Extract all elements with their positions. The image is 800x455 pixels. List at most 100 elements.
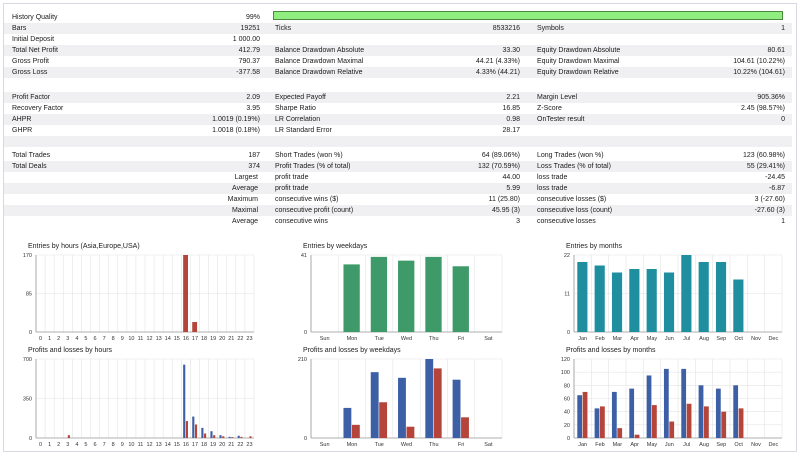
stat-value: 1.0019 (0.19%) <box>212 116 260 123</box>
bar <box>425 359 434 438</box>
bar <box>370 372 379 438</box>
stat-label: Loss Trades (% of total) <box>537 163 611 170</box>
x-tick-label: 23 <box>246 336 252 342</box>
bar <box>343 264 360 332</box>
x-tick-label: Dec <box>768 442 778 448</box>
stat-value: 4.33% (44.21) <box>476 69 520 76</box>
y-tick-label: 350 <box>23 397 32 403</box>
stat-label: Symbols <box>537 25 564 32</box>
stats-row <box>4 67 792 78</box>
x-tick-label: 9 <box>121 442 124 448</box>
bar <box>452 379 461 438</box>
x-tick-label: Sun <box>320 442 330 448</box>
bar <box>594 265 605 332</box>
bar <box>210 431 213 438</box>
stat-label: Balance Drawdown Relative <box>275 69 363 76</box>
x-tick-label: 10 <box>128 442 134 448</box>
x-tick-label: 23 <box>246 442 252 448</box>
x-tick-label: Jun <box>665 442 674 448</box>
stat-value: 187 <box>248 152 260 159</box>
stat-label: Total Net Profit <box>12 47 58 54</box>
stat-value: 1 <box>781 25 785 32</box>
stat-value: 374 <box>248 163 260 170</box>
y-tick-label: 60 <box>564 397 570 403</box>
history-quality-bar <box>273 11 783 20</box>
stat-value: 2.21 <box>506 94 520 101</box>
stat-label: Bars <box>12 25 27 32</box>
bar <box>194 424 198 438</box>
stat-label: Ticks <box>275 25 292 32</box>
chart-title: Entries by weekdays <box>303 243 368 250</box>
x-tick-label: Wed <box>401 336 412 342</box>
bar <box>594 408 600 438</box>
x-tick-label: Sep <box>716 336 726 342</box>
stat-value: 99% <box>245 14 260 21</box>
bar <box>629 388 635 438</box>
x-tick-label: Tue <box>375 442 384 448</box>
x-tick-label: Jan <box>578 336 587 342</box>
x-tick-label: 3 <box>66 442 69 448</box>
x-tick-label: Jul <box>683 336 690 342</box>
bar <box>686 403 692 438</box>
stat-value: 5.99 <box>506 185 520 192</box>
stat-value: 123 (60.98%) <box>742 152 785 159</box>
x-tick-label: 6 <box>94 442 97 448</box>
x-tick-label: Thu <box>429 442 438 448</box>
x-tick-label: Jan <box>578 442 587 448</box>
bar <box>192 416 195 438</box>
bar <box>231 437 234 438</box>
bar <box>577 395 583 438</box>
x-tick-label: Jul <box>683 442 690 448</box>
chart-title: Entries by hours (Asia,Europe,USA) <box>28 243 140 250</box>
stat-label: Z-Score <box>537 105 562 112</box>
stat-label: Average <box>232 218 258 225</box>
stat-value: 0 <box>781 116 785 123</box>
x-tick-label: May <box>647 336 658 342</box>
stat-label: Gross Profit <box>12 58 49 65</box>
x-tick-label: Sep <box>716 442 726 448</box>
chart-title: Profits and losses by hours <box>28 347 113 354</box>
bar <box>698 262 709 332</box>
stat-label: History Quality <box>12 14 58 21</box>
bar <box>183 364 186 438</box>
stat-label: consecutive wins ($) <box>275 196 339 203</box>
x-tick-label: 15 <box>174 442 180 448</box>
stat-value: 28.17 <box>502 127 520 134</box>
stat-value: 905.36% <box>757 94 785 101</box>
stat-value: 1 <box>781 218 785 225</box>
bar <box>370 256 388 332</box>
bar <box>398 377 406 438</box>
x-tick-label: 9 <box>121 336 124 342</box>
x-tick-label: Feb <box>595 336 604 342</box>
stat-label: Equity Drawdown Relative <box>537 69 619 76</box>
bar <box>406 426 415 438</box>
stat-label: profit trade <box>275 174 309 181</box>
bar <box>611 272 623 332</box>
x-tick-label: 22 <box>237 336 243 342</box>
stat-value: 3 <box>516 218 520 225</box>
y-tick-label: 41 <box>301 253 307 259</box>
y-tick-label: 100 <box>561 370 570 376</box>
stat-label: Initial Deposit <box>12 36 55 43</box>
bar <box>379 402 388 438</box>
stat-label: Long Trades (won %) <box>537 152 604 159</box>
chart-entries-months: 22 11 0 Jan Feb Mar Apr May Jun Jul Aug Sep Oct Nov De… <box>564 253 783 342</box>
stat-label: Recovery Factor <box>12 105 64 112</box>
x-tick-label: 20 <box>219 336 225 342</box>
stat-value: 2.45 (98.57%) <box>741 105 785 112</box>
x-tick-label: 14 <box>165 336 171 342</box>
x-tick-label: Mon <box>347 442 358 448</box>
stats-row <box>4 161 792 172</box>
stat-value: 45.95 (3) <box>491 207 520 214</box>
x-tick-label: 11 <box>138 336 144 342</box>
stat-label: Maximum <box>227 196 258 203</box>
y-tick-label: 700 <box>23 357 32 363</box>
y-tick-label: 170 <box>23 253 32 259</box>
chart-pl-months: 120 100 80 60 40 20 0 Jan Feb Mar Apr May Jun Jul Aug S… <box>561 357 783 448</box>
bar <box>577 262 588 332</box>
bar <box>681 255 692 332</box>
x-tick-label: Sat <box>484 442 493 448</box>
x-tick-label: 16 <box>183 442 189 448</box>
stat-label: consecutive losses <box>537 218 596 225</box>
